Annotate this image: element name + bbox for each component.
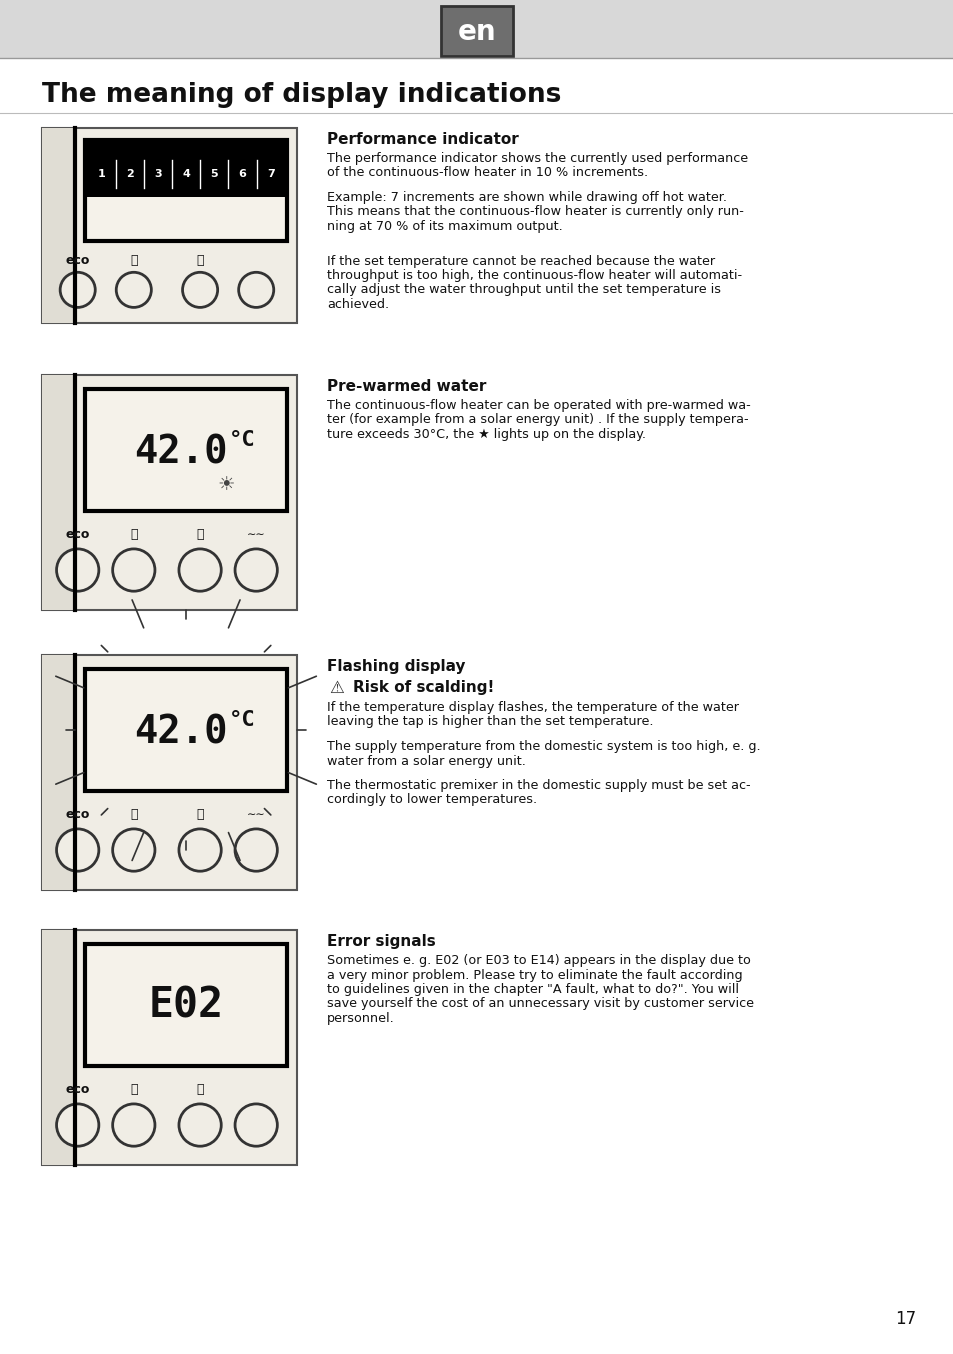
Text: Example: 7 increments are shown while drawing off hot water.: Example: 7 increments are shown while dr… [327, 191, 726, 204]
Text: 🌡: 🌡 [130, 528, 137, 542]
Text: 🌡: 🌡 [196, 808, 204, 822]
Text: a very minor problem. Please try to eliminate the fault according: a very minor problem. Please try to elim… [327, 968, 741, 982]
Bar [42, 930, 75, 1164]
Text: ⚠: ⚠ [329, 678, 343, 697]
Bar [440, 5, 513, 56]
Text: eco: eco [66, 1083, 90, 1097]
Text: achieved.: achieved. [327, 298, 389, 311]
Bar [85, 669, 287, 791]
Text: This means that the continuous-flow heater is currently only run-: This means that the continuous-flow heat… [327, 206, 743, 218]
Bar [42, 655, 296, 890]
Text: 4: 4 [182, 169, 190, 179]
Text: If the set temperature cannot be reached because the water: If the set temperature cannot be reached… [327, 255, 715, 268]
Text: Sometimes e. g. E02 (or E03 to E14) appears in the display due to: Sometimes e. g. E02 (or E03 to E14) appe… [327, 955, 750, 967]
Text: The supply temperature from the domestic system is too high, e. g.: The supply temperature from the domestic… [327, 741, 760, 753]
Text: 5: 5 [211, 169, 218, 179]
Text: of the continuous-flow heater in 10 % increments.: of the continuous-flow heater in 10 % in… [327, 167, 647, 180]
Circle shape [234, 829, 277, 871]
Bar [85, 944, 287, 1067]
Text: If the temperature display flashes, the temperature of the water: If the temperature display flashes, the … [327, 701, 739, 714]
Circle shape [60, 272, 95, 307]
Text: ☀: ☀ [217, 475, 234, 494]
Text: 42.0: 42.0 [134, 433, 228, 471]
Circle shape [182, 272, 217, 307]
Text: The performance indicator shows the currently used performance: The performance indicator shows the curr… [327, 152, 747, 165]
Text: °C: °C [229, 431, 255, 451]
Text: cally adjust the water throughput until the set temperature is: cally adjust the water throughput until … [327, 283, 720, 297]
Text: The continuous-flow heater can be operated with pre-warmed wa-: The continuous-flow heater can be operat… [327, 399, 750, 412]
Bar [42, 129, 296, 324]
Text: eco: eco [66, 528, 90, 542]
Circle shape [238, 272, 274, 307]
Text: The meaning of display indications: The meaning of display indications [42, 83, 560, 108]
Circle shape [116, 272, 152, 307]
Text: water from a solar energy unit.: water from a solar energy unit. [327, 754, 525, 768]
Text: 🌡: 🌡 [196, 528, 204, 542]
Bar [42, 655, 75, 890]
Bar [85, 139, 287, 241]
Text: ∼∼: ∼∼ [247, 810, 265, 819]
Text: 🌡: 🌡 [130, 808, 137, 822]
Text: leaving the tap is higher than the set temperature.: leaving the tap is higher than the set t… [327, 715, 653, 728]
Text: Error signals: Error signals [327, 934, 436, 949]
Text: eco: eco [66, 808, 90, 822]
Circle shape [179, 1104, 221, 1147]
Text: throughput is too high, the continuous-flow heater will automati-: throughput is too high, the continuous-f… [327, 269, 741, 282]
Circle shape [234, 548, 277, 592]
Text: cordingly to lower temperatures.: cordingly to lower temperatures. [327, 793, 537, 807]
Text: 7: 7 [267, 169, 274, 179]
Circle shape [56, 1104, 99, 1147]
Text: Pre-warmed water: Pre-warmed water [327, 379, 486, 394]
Text: ∼∼: ∼∼ [247, 529, 265, 540]
Text: 6: 6 [238, 169, 246, 179]
Text: 42.0: 42.0 [134, 714, 228, 751]
Circle shape [179, 829, 221, 871]
Text: 1: 1 [97, 169, 105, 179]
Text: Performance indicator: Performance indicator [327, 131, 518, 148]
Text: 🌡: 🌡 [130, 1083, 137, 1097]
Circle shape [56, 548, 99, 592]
Bar [42, 375, 75, 611]
Circle shape [234, 1104, 277, 1147]
Text: Flashing display: Flashing display [327, 659, 465, 674]
Text: eco: eco [66, 255, 90, 267]
Text: Risk of scalding!: Risk of scalding! [353, 680, 494, 695]
Bar [85, 389, 287, 512]
Text: ning at 70 % of its maximum output.: ning at 70 % of its maximum output. [327, 219, 562, 233]
Text: en: en [457, 18, 496, 46]
Circle shape [56, 829, 99, 871]
Circle shape [112, 1104, 154, 1147]
Text: 3: 3 [153, 169, 161, 179]
Bar [42, 129, 75, 324]
Text: 🌡: 🌡 [196, 1083, 204, 1097]
Bar [0, 0, 953, 58]
Bar [42, 375, 296, 611]
Bar [88, 142, 285, 198]
Text: 🌡: 🌡 [196, 255, 204, 267]
Circle shape [179, 548, 221, 592]
Text: 🌡: 🌡 [130, 255, 137, 267]
Text: personnel.: personnel. [327, 1011, 395, 1025]
Text: 17: 17 [894, 1311, 915, 1328]
Bar [42, 930, 296, 1164]
Text: to guidelines given in the chapter "A fault, what to do?". You will: to guidelines given in the chapter "A fa… [327, 983, 739, 997]
Circle shape [112, 829, 154, 871]
Text: The thermostatic premixer in the domestic supply must be set ac-: The thermostatic premixer in the domesti… [327, 779, 750, 792]
Text: 2: 2 [126, 169, 133, 179]
Text: E02: E02 [149, 984, 223, 1026]
Text: ture exceeds 30°C, the ★ lights up on the display.: ture exceeds 30°C, the ★ lights up on th… [327, 428, 645, 441]
Circle shape [112, 548, 154, 592]
Text: save yourself the cost of an unnecessary visit by customer service: save yourself the cost of an unnecessary… [327, 998, 753, 1010]
Text: °C: °C [229, 711, 255, 730]
Text: ter (for example from a solar energy unit) . If the supply tempera-: ter (for example from a solar energy uni… [327, 413, 748, 427]
